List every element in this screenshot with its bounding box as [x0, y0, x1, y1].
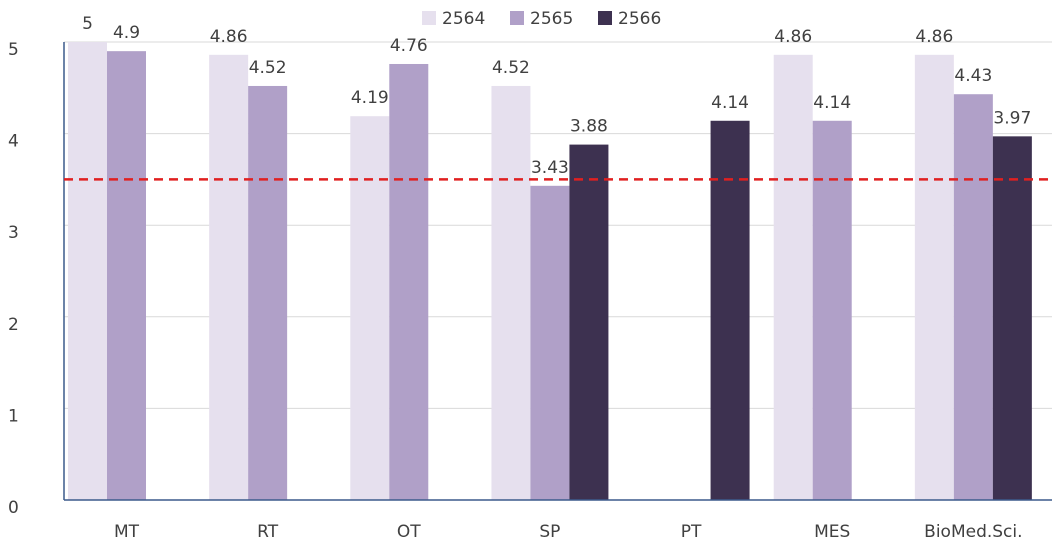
x-tick-label: MES [814, 522, 850, 542]
x-tick-label: RT [257, 522, 279, 542]
x-tick-label: PT [681, 522, 702, 542]
bar [248, 85, 288, 500]
value-label: 4.76 [390, 36, 428, 56]
y-tick-label: 1 [8, 406, 19, 426]
value-label: 4.52 [249, 58, 287, 78]
bar [530, 185, 570, 500]
bar [914, 54, 954, 500]
bar [68, 42, 107, 500]
value-label: 4.14 [813, 93, 851, 113]
bar [992, 136, 1032, 500]
bar [107, 51, 146, 500]
x-tick-label: OT [397, 522, 421, 542]
legend-swatch [422, 11, 436, 25]
value-label: 4.52 [492, 58, 530, 78]
bar [773, 54, 813, 500]
y-tick-label: 3 [8, 223, 19, 243]
bar [569, 144, 609, 501]
value-label: 4.14 [711, 93, 749, 113]
y-tick-label: 0 [8, 498, 19, 518]
legend-label: 2565 [530, 9, 573, 29]
value-label: 4.86 [210, 27, 248, 47]
legend-label: 2566 [618, 9, 661, 29]
bar [710, 120, 750, 500]
x-tick-label: MT [114, 522, 140, 542]
bar [812, 120, 852, 500]
x-tick-label: SP [539, 522, 560, 542]
bar [209, 54, 249, 500]
x-tick-label: BioMed.Sci. [924, 522, 1022, 542]
value-label: 4.19 [351, 88, 389, 108]
bar [350, 116, 390, 501]
legend-swatch [598, 11, 612, 25]
legend-swatch [510, 11, 524, 25]
y-tick-label: 2 [8, 315, 19, 335]
value-label: 5 [82, 14, 93, 34]
value-label: 3.88 [570, 117, 608, 137]
value-label: 4.9 [113, 23, 140, 43]
value-label: 4.43 [954, 66, 992, 86]
bar [389, 63, 429, 500]
value-label: 4.86 [915, 27, 953, 47]
legend-label: 2564 [442, 9, 485, 29]
value-label: 4.86 [774, 27, 812, 47]
value-label: 3.43 [531, 158, 569, 178]
y-tick-label: 5 [8, 40, 19, 60]
y-tick-label: 4 [8, 132, 19, 152]
value-label: 3.97 [993, 108, 1031, 128]
bar [953, 94, 993, 500]
bar [491, 85, 531, 500]
